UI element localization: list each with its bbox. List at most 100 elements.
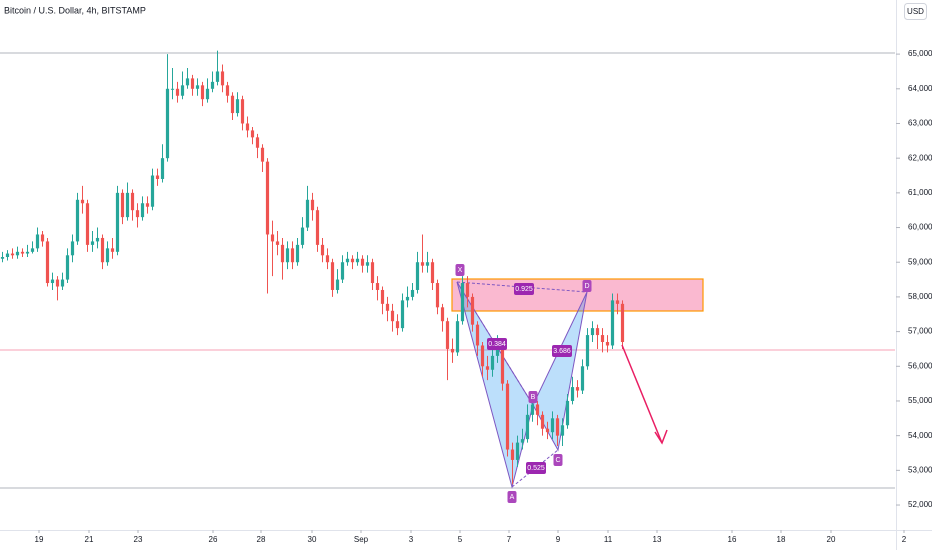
candle-body [305,199,310,228]
candle-body [615,300,620,304]
candle-body [285,248,290,263]
candle-body [490,355,495,370]
currency-label[interactable]: USD [907,7,924,16]
x-tick-label: 9 [556,535,561,544]
supply-zone [451,278,704,312]
x-tick-label: 3 [409,535,414,544]
candle-body [75,199,80,242]
candle-body [345,258,350,263]
pattern-label-box [552,345,572,357]
candle-body [40,234,45,242]
candle-body [155,175,160,179]
chart-title: Bitcoin / U.S. Dollar, 4h, BITSTAMP [4,5,146,15]
x-tick-label: 28 [257,535,266,544]
candle-body [280,244,285,263]
candle-body [495,345,500,356]
candle-body [160,158,165,179]
candle-body [275,241,280,245]
x-tick-label: 26 [209,535,218,544]
pattern-label: 0.384 [488,341,506,348]
candle-body [330,262,335,290]
x-tick-label: 21 [85,535,94,544]
candle-body [95,237,100,242]
candle-body [90,241,95,245]
y-tick-label: 52,000 [908,500,932,509]
currency-button[interactable] [904,3,927,20]
candle-body [575,387,580,391]
candle-body [440,307,445,322]
candle-body [510,449,515,460]
candle-body [365,262,370,266]
candle-body [475,324,480,346]
y-tick-label: 56,000 [908,361,932,370]
candle-body [135,210,140,218]
x-tick-label: 2 [902,535,907,544]
y-tick-label: 59,000 [908,257,932,266]
candle-body [20,251,25,254]
candle-body [525,414,530,440]
candle-body [30,248,35,252]
y-tick-label: 60,000 [908,223,932,232]
candle-body [210,81,215,89]
pattern-label-box [487,338,507,350]
candle-body [600,335,605,343]
candle-body [460,283,465,322]
candle-body [175,88,180,96]
candle-body [605,342,610,346]
y-tick-label: 54,000 [908,431,932,440]
candle-body [150,175,155,207]
candle-body [165,88,170,159]
x-tick-label: Sep [354,535,369,544]
candle-body [235,99,240,114]
candle-body [60,279,65,287]
candle-body [380,289,385,304]
candle-body [450,348,455,353]
pattern-label-box [526,462,546,474]
candle-body [405,296,410,301]
candle-body [580,366,585,391]
candle-body [120,192,125,218]
candle-body [500,345,505,384]
candle-body [125,192,130,218]
candle-body [570,387,575,401]
x-tick-label: 7 [507,535,512,544]
candle-body [395,321,400,329]
pattern-label: X [458,267,463,274]
candle-body [180,85,185,96]
candle-body [5,253,10,258]
candle-body [465,283,470,297]
candle-body [340,262,345,280]
x-tick-label: 18 [777,535,786,544]
candle-body [185,78,190,86]
candle-body [190,78,195,89]
candle-body [610,300,615,346]
candle-body [565,400,570,426]
candle-body [415,262,420,290]
pattern-label-box [507,491,517,503]
candle-body [35,234,40,249]
candle-body [595,328,600,336]
candle-body [360,258,365,266]
candle-body [480,345,485,367]
candle-body [550,418,555,433]
candle-body [205,88,210,100]
candle-body [370,262,375,284]
pattern-label: B [531,394,536,401]
candle-body [545,428,550,433]
candle-body [105,248,110,263]
y-tick-label: 64,000 [908,84,932,93]
candle-body [540,414,545,429]
candle-body [430,262,435,284]
candle-body [485,366,490,370]
candle-body [470,296,475,325]
candle-body [100,237,105,263]
candle-body [300,227,305,245]
candle-body [265,161,270,235]
pattern-label-box [582,280,592,292]
candle-body [515,442,520,460]
candle-body [355,258,360,263]
candle-body [250,130,255,138]
candle-body [10,253,15,256]
candle-body [110,248,115,252]
